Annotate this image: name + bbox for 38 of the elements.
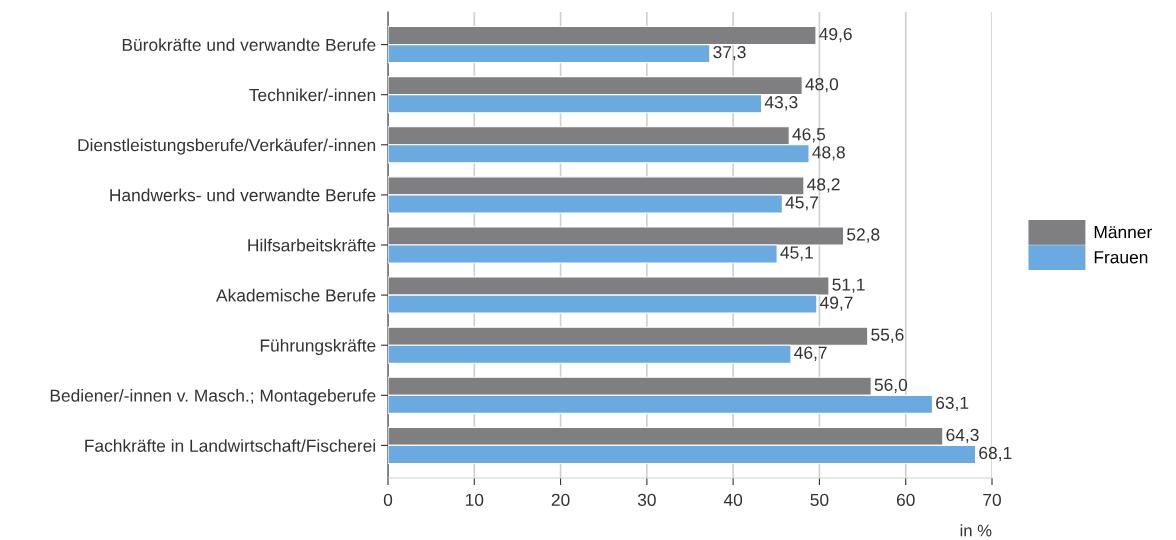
y-tick-label: Führungskräfte bbox=[260, 338, 376, 356]
data-label: 64,3 bbox=[946, 428, 979, 444]
data-label: 52,8 bbox=[847, 228, 880, 243]
data-label: 45,1 bbox=[780, 246, 813, 261]
y-tick-label: Akademische Berufe bbox=[216, 288, 376, 302]
x-tick-label: 10 bbox=[465, 493, 484, 507]
x-tick-label: 0 bbox=[383, 493, 393, 507]
legend-label: Männer bbox=[1094, 226, 1152, 239]
data-label: 55,6 bbox=[871, 328, 904, 343]
y-tick-label: Dienstleistungsberufe/Verkäufer/-innen bbox=[78, 138, 376, 155]
y-tick-label: Bediener/-innen v. Masch.; Montageberufe bbox=[50, 389, 376, 406]
data-label: 43,3 bbox=[764, 96, 798, 111]
y-tick-label: Bürokräfte und verwandte Berufe bbox=[122, 38, 376, 52]
data-label: 68,1 bbox=[979, 446, 1012, 462]
x-tick-label: 40 bbox=[723, 493, 743, 507]
x-axis-title: in % bbox=[960, 524, 992, 537]
y-tick-label: Handwerks- und verwandte Berufe bbox=[110, 188, 376, 202]
data-label: 46,7 bbox=[794, 346, 827, 361]
data-label: 37,3 bbox=[713, 45, 746, 61]
data-label: 49,7 bbox=[820, 296, 853, 311]
y-tick-label: Hilfsarbeitskräfte bbox=[248, 238, 376, 252]
data-label: 49,6 bbox=[819, 27, 852, 43]
x-tick-label: 70 bbox=[983, 493, 1001, 507]
data-label: 48,2 bbox=[807, 178, 840, 193]
data-label: 48,8 bbox=[812, 146, 845, 161]
y-tick-label: Techniker/-innen bbox=[249, 88, 376, 102]
data-label: 46,5 bbox=[792, 128, 826, 143]
data-label: 45,7 bbox=[785, 196, 819, 211]
data-label: 63,1 bbox=[936, 396, 969, 412]
x-tick-label: 50 bbox=[810, 493, 829, 507]
data-label: 51,1 bbox=[832, 278, 865, 293]
legend-label: Frauen bbox=[1094, 251, 1148, 264]
data-label: 56,0 bbox=[874, 378, 908, 394]
x-tick-label: 20 bbox=[551, 493, 570, 507]
y-tick-label: Fachkräfte in Landwirtschaft/Fischerei bbox=[85, 439, 376, 452]
data-label: 48,0 bbox=[805, 78, 839, 93]
x-tick-label: 60 bbox=[896, 493, 915, 507]
x-tick-label: 30 bbox=[637, 493, 656, 507]
